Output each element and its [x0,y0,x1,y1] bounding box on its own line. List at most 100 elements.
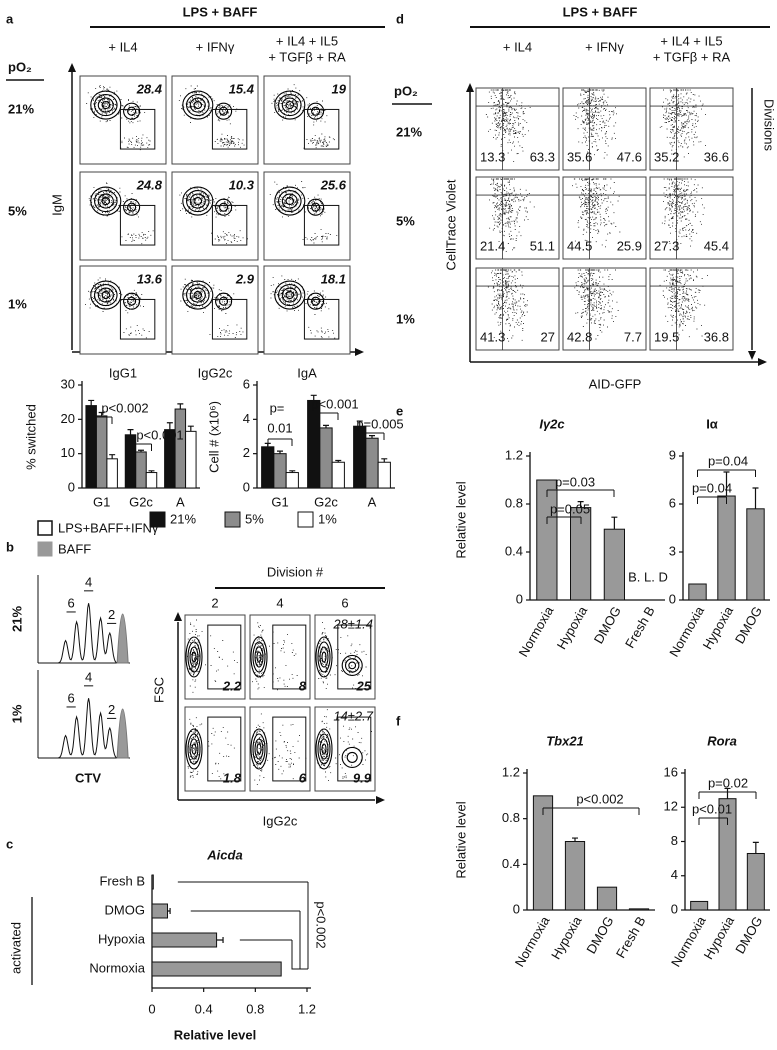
contour [274,280,306,310]
error-bar [381,458,388,463]
chart-title: Iγ2c [539,416,565,431]
gate [211,108,248,150]
y-tick-label: 10 [61,445,75,460]
plot-frame [475,87,560,171]
bar [717,495,736,601]
annotation: p=0.05 [550,501,590,516]
legend-label: 5% [245,511,264,526]
quadrant-percentage: 25.9 [617,238,642,253]
contour [319,646,329,668]
contour [307,198,325,216]
arrow-head [376,796,385,804]
event-dots [88,182,154,245]
bar [135,451,147,489]
contour [252,733,266,765]
plot-frame [249,706,311,792]
contour [97,193,114,209]
y-tick-label: 3 [669,543,676,558]
error-bar [177,403,184,410]
column-label: + IFNγ [196,39,235,54]
event-dots [485,89,531,162]
legend-swatch [224,511,241,528]
gate-percentage: 18.1 [321,271,346,286]
x-tick-label: 0.8 [246,1001,264,1016]
contour [281,287,298,303]
column-label: 4 [276,595,283,610]
contour [186,93,210,117]
panel-letter: f [396,713,401,728]
contour [285,290,295,300]
arrow-head [748,351,756,360]
contour [186,283,210,307]
annotation: p=0.04 [708,453,748,468]
legend-label: LPS+BAFF+IFNγ [58,520,159,535]
x-tick-label: 0.4 [195,1001,213,1016]
quadrant-percentage: 27 [541,329,555,344]
chart-title: Rora [707,733,737,748]
contour [90,186,122,216]
gate-percentage: 24.8 [136,177,163,192]
contour [317,733,331,765]
peak-label: 6 [68,595,75,610]
contour [307,292,325,310]
contour [182,280,214,310]
contour [185,636,203,678]
bar [151,932,218,948]
contour [219,296,229,306]
contour [193,196,203,206]
x-tick-label: G2c [314,494,338,509]
contour [274,186,306,216]
contour [94,189,118,213]
contour [182,186,214,216]
quadrant-percentage: 21.4 [480,238,505,253]
column-label: + IL4 + IL5 [276,33,338,48]
quadrant-percentage: 13.3 [480,149,505,164]
annotation: p=0.03 [555,474,595,489]
gate-percentage: 2.9 [235,271,255,286]
x-tick-label: 0 [148,1001,155,1016]
x-tick-label: G2c [129,494,153,509]
gate [207,716,242,782]
chart-title: Iα [706,416,718,431]
header: Division # [267,564,324,579]
contour [97,287,114,303]
column-label: + IL4 [503,39,532,54]
contour [311,106,321,116]
contour [277,93,302,117]
bar [331,461,345,489]
bar [106,458,118,489]
column-label: 2 [211,595,218,610]
row-title: pO₂ [394,83,418,98]
peak-label: 4 [85,669,92,684]
error-bar [611,516,618,530]
contour [127,106,137,116]
y-tick-label: 8 [671,833,678,848]
contour [101,196,111,206]
x-axis-label: IgG2c [198,365,233,380]
error-bar [723,471,730,496]
y-tick-label: 0 [516,591,523,606]
contour [274,90,306,120]
row-label: 21% [8,101,34,116]
contour [348,661,357,670]
contour [215,102,233,120]
contour [186,189,210,213]
column-label: 6 [341,595,348,610]
gate-percentage: 1.8 [223,770,242,785]
contour [252,641,266,673]
gate-percentage: 25 [356,678,372,693]
bar [145,472,158,489]
column-label: + IL4 [108,39,137,54]
gate [119,298,156,340]
event-dots [86,84,151,151]
header: LPS + BAFF [563,4,638,19]
column-label: + IL4 + IL5 [660,33,722,48]
gate [207,624,242,690]
contour [250,728,268,770]
error-bar [127,429,134,435]
y-tick-label: 12 [664,799,678,814]
contour [90,90,122,120]
annotation: p<0.002 [576,791,623,806]
event-dots [574,269,619,340]
